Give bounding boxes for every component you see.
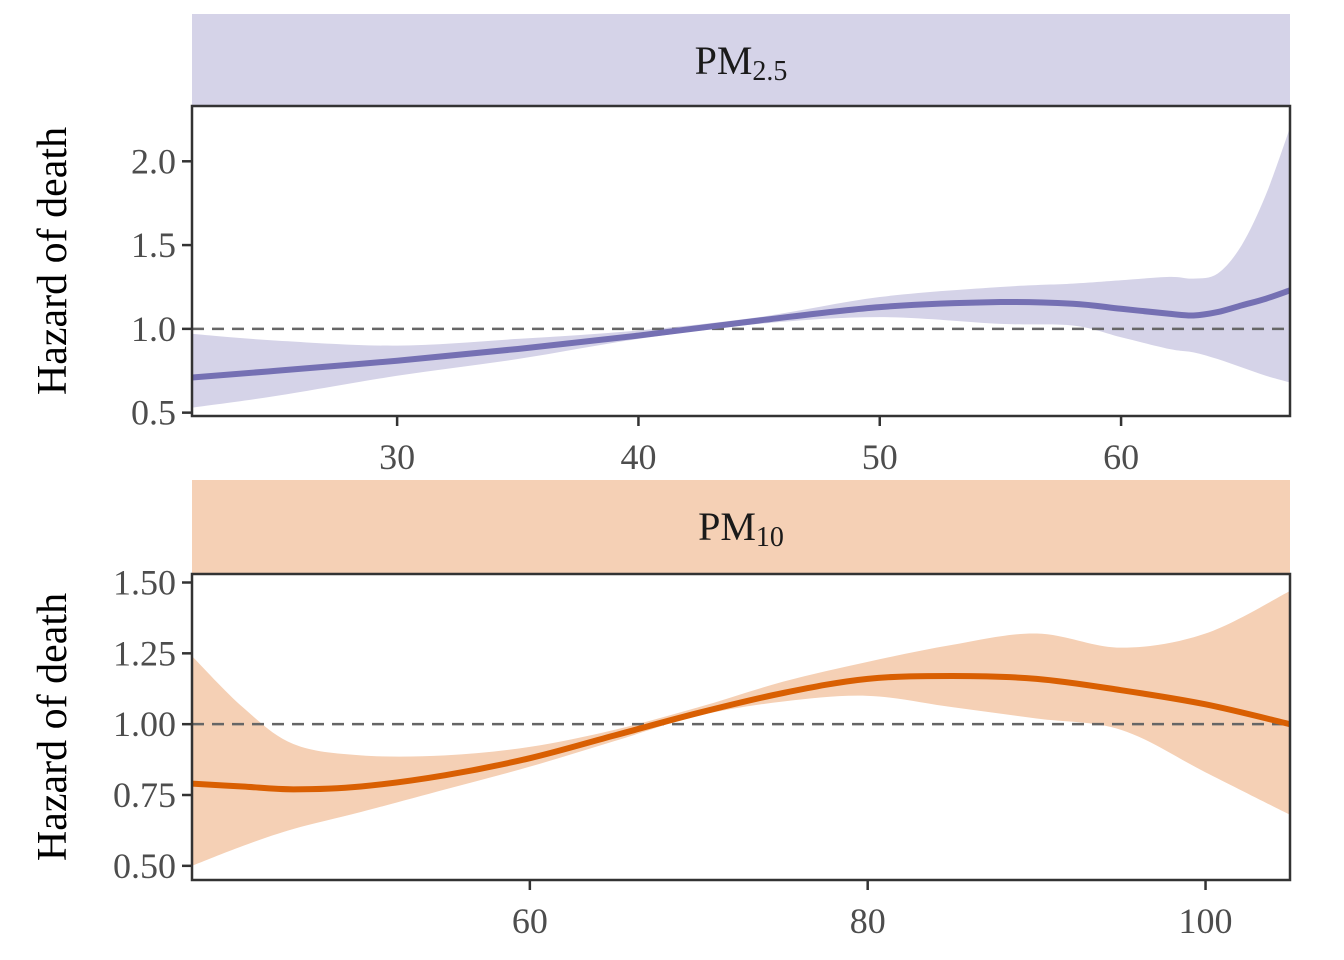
y-tick-label: 1.5 [131,225,176,265]
y-tick-label: 1.0 [131,309,176,349]
panel-border [190,104,1292,418]
panel-border [190,572,1292,882]
confidence-band [192,591,1290,866]
y-tick-label: 2.0 [131,141,176,181]
x-tick-label: 60 [1103,437,1139,477]
y-tick-label: 0.5 [131,393,176,433]
x-tick-label: 80 [850,901,886,941]
y-axis-label: Hazard of death [30,593,76,861]
strip-title-pm25: PM2.5 [695,38,788,87]
strip-title-main: PM [695,38,753,83]
y-tick-label: 1.00 [113,704,176,744]
y-tick-label: 0.50 [113,846,176,886]
strip-pm10 [192,480,1290,574]
strip-pm25 [192,14,1290,106]
panel-pm25: PM2.5 Hazard of death 0.5 1.0 1.5 2.0 30 40 50… [30,14,1292,477]
y-tick-label: 1.50 [113,563,176,603]
strip-title-main: PM [698,504,756,549]
estimate-line [192,672,1290,793]
strip-title-sub: 10 [756,522,784,553]
strip-title-pm10: PM10 [698,504,784,553]
x-tick-label: 50 [862,437,898,477]
plot-layer: 0.50 0.75 1.00 1.25 1.50 60 80 100 [113,563,1290,941]
plot-area [192,591,1290,866]
x-tick-label: 40 [620,437,656,477]
y-tick-label: 1.25 [113,633,176,673]
y-tick-label: 0.75 [113,775,176,815]
x-tick-label: 30 [379,437,415,477]
x-tick-label: 60 [512,901,548,941]
estimate-line [192,287,1290,381]
plot-area [192,127,1290,408]
panel-pm10: PM10 Hazard of death 0.50 0.75 1.00 1.25 1.5… [30,480,1292,941]
y-axis-label: Hazard of death [30,127,76,395]
plot-layer: 0.5 1.0 1.5 2.0 30 40 50 60 [131,127,1290,477]
strip-title-sub: 2.5 [752,56,787,87]
x-tick-label: 100 [1179,901,1233,941]
confidence-band [192,127,1290,408]
